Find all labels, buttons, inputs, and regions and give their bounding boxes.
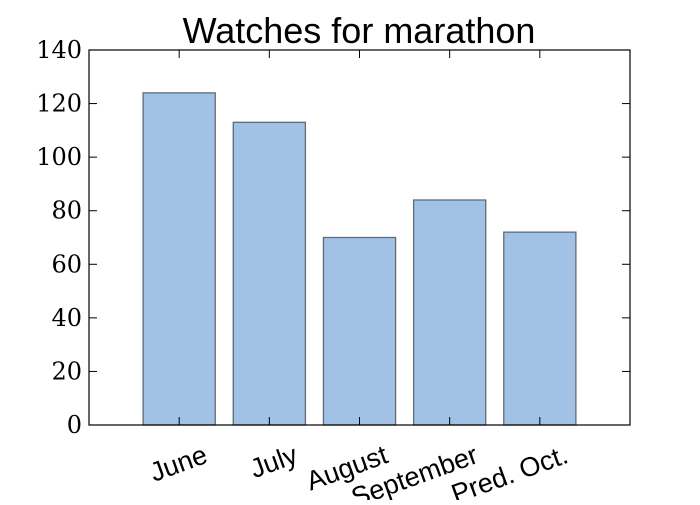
y-axis-tick-labels: 0 20 40 60 80 100 120 140 bbox=[36, 36, 82, 439]
x-tick-label-june: June bbox=[146, 439, 211, 487]
y-tick-label-40: 40 bbox=[51, 304, 82, 332]
y-axis-ticks bbox=[89, 49, 630, 426]
bars-group bbox=[142, 92, 577, 426]
chart-title: Watches for marathon bbox=[183, 10, 536, 51]
bar-june bbox=[142, 92, 216, 426]
y-tick-label-120: 120 bbox=[36, 90, 82, 118]
y-tick-label-20: 20 bbox=[51, 357, 82, 385]
bar-pred-oct bbox=[503, 231, 577, 426]
y-tick-label-140: 140 bbox=[36, 36, 82, 64]
y-tick-label-100: 100 bbox=[36, 143, 82, 171]
y-tick-label-60: 60 bbox=[51, 250, 82, 278]
x-tick-label-july: July bbox=[246, 439, 302, 484]
bar-august bbox=[322, 236, 397, 426]
y-tick-label-80: 80 bbox=[51, 197, 82, 225]
bar-july bbox=[232, 121, 307, 426]
bar-september bbox=[412, 199, 487, 426]
y-tick-label-0: 0 bbox=[67, 411, 82, 439]
